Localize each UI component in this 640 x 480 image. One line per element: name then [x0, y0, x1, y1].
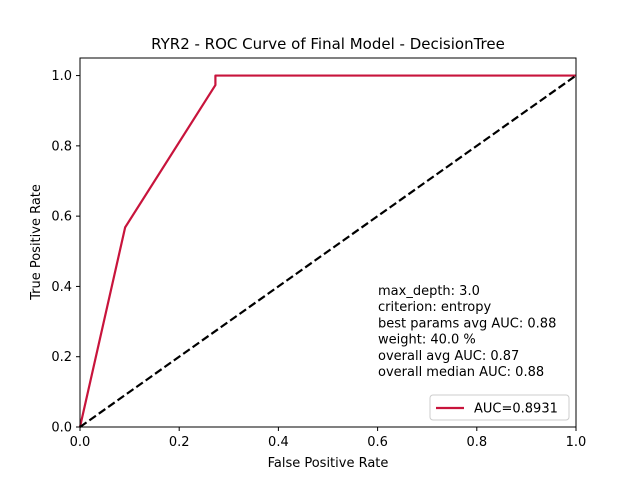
- y-axis-ticks: 0.0 0.2 0.4 0.6 0.8 1.0: [51, 69, 80, 436]
- axes-frame: [79, 57, 577, 428]
- chance-diagonal-line: [79, 74, 577, 428]
- plot-area: [78, 57, 577, 428]
- annotation-line: best params avg AUC: 0.88: [378, 316, 556, 331]
- y-tick-label: 0.6: [51, 210, 72, 225]
- x-tick-label: 0.6: [367, 435, 388, 450]
- annotation-line: weight: 40.0 %: [378, 333, 476, 348]
- legend-label: AUC=0.8931: [474, 402, 558, 417]
- y-tick-label: 0.8: [51, 139, 72, 154]
- y-tick-label: 0.0: [51, 421, 72, 436]
- x-tick-label: 0.4: [268, 435, 289, 450]
- x-tick-label: 0.0: [70, 435, 91, 450]
- x-axis-label: False Positive Rate: [268, 456, 389, 471]
- annotation-line: overall avg AUC: 0.87: [378, 349, 519, 364]
- annotation-line: overall median AUC: 0.88: [378, 365, 544, 380]
- y-tick-label: 0.2: [51, 350, 72, 365]
- x-tick-label: 1.0: [566, 435, 587, 450]
- x-tick-label: 0.2: [169, 435, 190, 450]
- legend-box: [429, 394, 570, 421]
- annotation-line: max_depth: 3.0: [378, 284, 480, 299]
- roc-curve-line-0: [78, 74, 576, 428]
- annotation-line: criterion: entropy: [378, 300, 491, 315]
- legend: AUC=0.8931: [429, 394, 570, 421]
- x-tick-label: 0.8: [466, 435, 487, 450]
- chart-title: RYR2 - ROC Curve of Final Model - Decisi…: [151, 35, 505, 53]
- y-tick-label: 0.4: [51, 280, 72, 295]
- y-tick-label: 1.0: [51, 69, 72, 84]
- x-axis-ticks: 0.0 0.2 0.4 0.6 0.8 1.0: [70, 427, 587, 450]
- y-axis-label: True Positive Rate: [29, 184, 44, 301]
